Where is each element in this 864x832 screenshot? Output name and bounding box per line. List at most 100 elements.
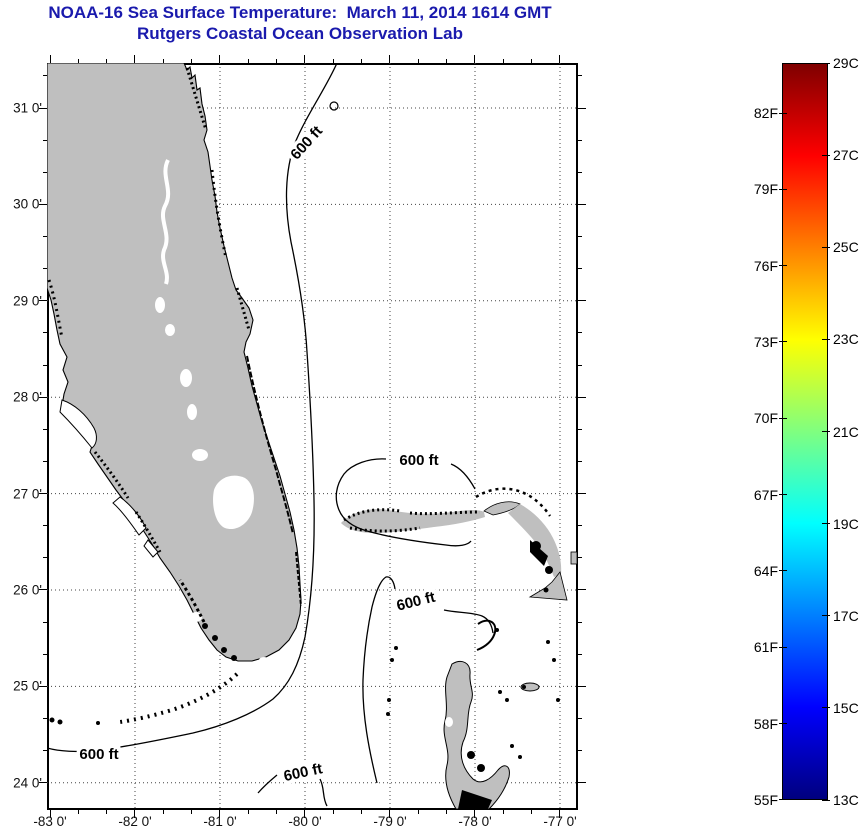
axis-tick — [578, 685, 586, 687]
axis-tick — [578, 364, 582, 366]
axis-tick — [191, 59, 193, 63]
andros-blotch — [477, 764, 485, 772]
axis-tick — [162, 59, 164, 63]
figure-subtitle: Rutgers Coastal Ocean Observation Lab — [137, 24, 463, 43]
colorbar-celsius-label: 23C — [833, 331, 859, 348]
axis-tick — [106, 59, 108, 63]
colorbar-fahrenheit-label: 73F — [753, 333, 778, 350]
canaveral-speckle — [235, 287, 251, 331]
colorbar-tick — [822, 338, 830, 340]
axis-tick — [247, 59, 249, 63]
axis-tick — [43, 653, 47, 655]
axis-tick — [77, 59, 79, 63]
axis-tick — [332, 59, 334, 63]
colorbar-tick — [822, 154, 830, 156]
colorbar-tick — [779, 494, 787, 496]
right-edge-islet — [570, 551, 578, 565]
inland-water-features — [59, 159, 269, 663]
colorbar-tick — [779, 265, 787, 267]
axis-tick — [43, 364, 47, 366]
y-tick-label: 24 0' — [13, 775, 42, 791]
y-tick-label: 28 0' — [13, 389, 42, 405]
contour-santaren-right — [443, 609, 494, 634]
axis-tick — [578, 428, 582, 430]
contour-bottom-left-piece — [257, 774, 278, 794]
lake — [192, 449, 208, 461]
abaco-south-tip — [528, 571, 568, 601]
axis-tick — [559, 810, 561, 818]
x-tick-label: -81 0' — [203, 814, 237, 829]
axis-tick — [39, 396, 47, 398]
colorbar-tick — [779, 723, 787, 725]
contour-santaren-left — [362, 576, 396, 784]
axis-tick — [276, 59, 278, 63]
lake — [180, 369, 192, 387]
little-bahama-bank-shore — [475, 487, 552, 517]
axis-tick — [49, 55, 51, 63]
axis-tick — [77, 810, 79, 814]
axis-tick — [43, 139, 47, 141]
st-johns-river — [161, 159, 171, 285]
andros-blotch — [467, 751, 475, 759]
axis-tick — [332, 810, 334, 814]
axis-tick — [43, 460, 47, 462]
colorbar-fahrenheit-label: 64F — [753, 562, 778, 579]
contour-label-bahama-bank: 600 ft — [399, 452, 438, 469]
colorbar-fahrenheit-label: 67F — [753, 486, 778, 503]
lake — [187, 404, 197, 420]
contour-bahama-bank-east — [450, 463, 476, 490]
axis-tick — [304, 810, 306, 818]
axis-tick — [39, 493, 47, 495]
axis-tick — [389, 810, 391, 818]
axis-tick — [578, 589, 586, 591]
andros — [443, 660, 510, 810]
estuary-inlet — [143, 539, 159, 558]
y-tick-label: 29 0' — [13, 293, 42, 309]
axis-tick — [502, 59, 504, 63]
abaco-blotch — [531, 541, 541, 551]
x-tick-label: -78 0' — [458, 814, 492, 829]
axis-tick — [43, 428, 47, 430]
axis-tick — [361, 59, 363, 63]
abaco-tip-dot — [543, 587, 549, 593]
colorbar-tick — [822, 707, 830, 709]
axis-tick — [531, 810, 533, 814]
figure-titles: NOAA-16 Sea Surface Temperature: March 1… — [0, 2, 600, 44]
colorbar-tick — [779, 417, 787, 419]
florida-bay-flat — [259, 657, 269, 663]
coastline-speckles — [47, 67, 302, 724]
depth-contours — [47, 63, 494, 807]
tampa-bay — [59, 399, 97, 449]
axis-tick — [474, 55, 476, 63]
contour-label-bottom: 600 ft — [282, 760, 324, 785]
axis-tick — [43, 75, 47, 77]
colorbar-celsius-label: 15C — [833, 699, 859, 716]
contour-florida-straits — [47, 63, 338, 753]
bahamas — [341, 487, 578, 810]
y-tick-label: 25 0' — [13, 678, 42, 694]
colorbar-tick — [779, 112, 787, 114]
axis-tick — [578, 653, 582, 655]
lake — [155, 297, 165, 313]
axis-tick — [578, 300, 586, 302]
contour-bahama-bank-west — [335, 458, 472, 547]
axis-tick — [134, 55, 136, 63]
axis-tick — [304, 55, 306, 63]
florida-keys — [119, 672, 239, 724]
colorbar-tick — [822, 799, 830, 801]
axis-tick — [578, 332, 582, 334]
lake — [165, 324, 175, 336]
map-svg: 600 ft 600 ft 600 ft 600 ft 600 ft — [47, 63, 578, 810]
contour-bottom-right-piece — [319, 778, 328, 807]
figure-title: NOAA-16 Sea Surface Temperature: March 1… — [48, 3, 552, 22]
abaco — [508, 504, 562, 577]
colorbar-tick — [779, 799, 787, 801]
axis-tick — [39, 107, 47, 109]
colorbar-tick — [822, 523, 830, 525]
south-tip-islets — [49, 623, 237, 725]
axis-tick — [578, 268, 582, 270]
indian-river-lagoon — [246, 355, 294, 535]
colorbar-tick — [779, 188, 787, 190]
axis-tick — [578, 396, 586, 398]
axis-tick — [106, 810, 108, 814]
